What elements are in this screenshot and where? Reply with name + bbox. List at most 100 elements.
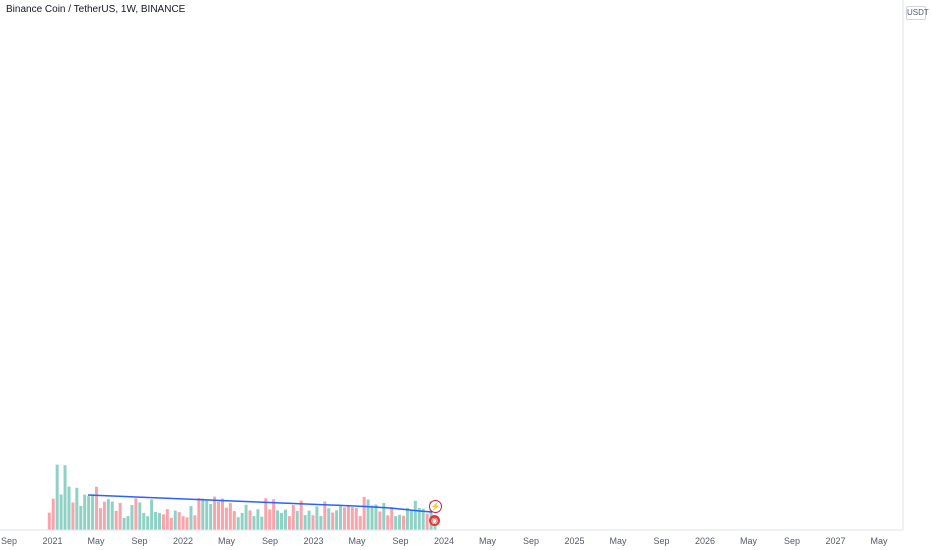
volume-bar xyxy=(272,499,276,530)
volume-bar xyxy=(417,507,421,530)
volume-bar xyxy=(83,494,87,530)
volume-bar xyxy=(240,512,244,530)
volume-bar xyxy=(228,503,232,530)
volume-bar xyxy=(63,465,67,530)
time-tick-label: May xyxy=(740,536,758,546)
volume-bar xyxy=(213,496,217,530)
volume-bar xyxy=(327,508,331,530)
volume-bar xyxy=(287,516,291,530)
volume-bar xyxy=(98,508,102,530)
time-tick-label: 2027 xyxy=(825,536,845,546)
volume-bar xyxy=(75,487,79,530)
currency-button[interactable]: USDT xyxy=(906,6,929,20)
volume-bar xyxy=(181,516,185,530)
volume-bar xyxy=(193,515,197,530)
volume-bar xyxy=(303,515,307,530)
volume-bar xyxy=(283,509,287,530)
volume-bar xyxy=(197,498,201,530)
volume-bar xyxy=(146,516,150,530)
volume-bar xyxy=(118,502,122,530)
volume-bar xyxy=(185,517,189,530)
volume-bar xyxy=(291,505,295,530)
volume-bar xyxy=(295,510,299,530)
volume-bar xyxy=(362,496,366,530)
volume-bar xyxy=(307,510,311,530)
time-tick-label: 2026 xyxy=(695,536,715,546)
time-tick-label: Sep xyxy=(1,536,17,546)
volume-bar xyxy=(173,510,177,530)
volume-bar xyxy=(201,498,205,530)
volume-bar xyxy=(51,498,55,530)
time-tick-label: Sep xyxy=(523,536,539,546)
volume-bar xyxy=(335,510,339,530)
earnings-icon[interactable]: ◉ xyxy=(429,515,440,526)
volume-bar xyxy=(71,502,75,530)
volume-bar xyxy=(102,501,106,530)
volume-bar xyxy=(248,510,252,530)
volume-bar xyxy=(47,512,51,530)
volume-bar xyxy=(386,515,390,530)
volume-bar xyxy=(169,517,173,530)
volume-bar xyxy=(346,505,350,530)
chart-title: Binance Coin / TetherUS, 1W, BINANCE xyxy=(6,4,186,15)
volume-bar xyxy=(350,507,354,530)
time-tick-label: May xyxy=(87,536,105,546)
volume-ma-line xyxy=(87,494,433,513)
volume-bar xyxy=(280,512,284,530)
time-tick-label: Sep xyxy=(784,536,800,546)
volume-bar xyxy=(217,501,221,530)
time-tick-label: May xyxy=(609,536,627,546)
volume-bar xyxy=(232,511,236,530)
time-tick-label: Sep xyxy=(262,536,278,546)
volume-bar xyxy=(79,505,83,530)
volume-bar xyxy=(205,500,209,530)
time-tick-label: Sep xyxy=(653,536,669,546)
time-tick-label: May xyxy=(218,536,236,546)
volume-bar xyxy=(366,499,370,530)
volume-bar xyxy=(106,499,110,530)
volume-bar xyxy=(220,498,224,530)
volume-bar xyxy=(421,508,425,530)
volume-bar xyxy=(130,505,134,530)
volume-bar xyxy=(331,512,335,530)
volume-bar xyxy=(189,506,193,530)
time-tick-label: May xyxy=(870,536,888,546)
volume-bar xyxy=(370,505,374,530)
time-tick-label: 2021 xyxy=(42,536,62,546)
volume-bar xyxy=(319,516,323,530)
volume-bar xyxy=(413,500,417,530)
volume-bar xyxy=(382,503,386,530)
lightning-icon[interactable]: ⚡ xyxy=(429,500,442,513)
time-tick-label: Sep xyxy=(392,536,408,546)
volume-bar xyxy=(354,507,358,530)
volume-bar xyxy=(252,516,256,530)
time-tick-label: 2024 xyxy=(434,536,454,546)
volume-bar xyxy=(402,515,406,530)
volume-bar xyxy=(339,506,343,530)
volume-bar xyxy=(236,517,240,530)
volume-bar xyxy=(358,516,362,530)
volume-bar xyxy=(374,504,378,530)
volume-bar xyxy=(157,512,161,530)
volume-bar xyxy=(276,510,280,530)
volume-bar xyxy=(398,514,402,530)
volume-bar xyxy=(67,486,71,530)
time-tick-label: 2023 xyxy=(303,536,323,546)
volume-bar xyxy=(154,511,158,530)
volume-bar xyxy=(91,494,95,530)
volume-bar xyxy=(87,496,91,530)
volume-bar xyxy=(390,507,394,530)
time-tick-label: May xyxy=(479,536,497,546)
volume-bar xyxy=(260,516,264,530)
volume-bar xyxy=(110,501,114,530)
volume-bar xyxy=(59,494,63,530)
volume-bar xyxy=(224,507,228,530)
volume-bar xyxy=(405,507,409,530)
volume-bar xyxy=(409,510,413,530)
volume-bar xyxy=(161,514,165,530)
volume-bar xyxy=(378,511,382,530)
volume-bar xyxy=(315,506,319,530)
volume-bar xyxy=(114,510,118,530)
time-tick-label: Sep xyxy=(131,536,147,546)
